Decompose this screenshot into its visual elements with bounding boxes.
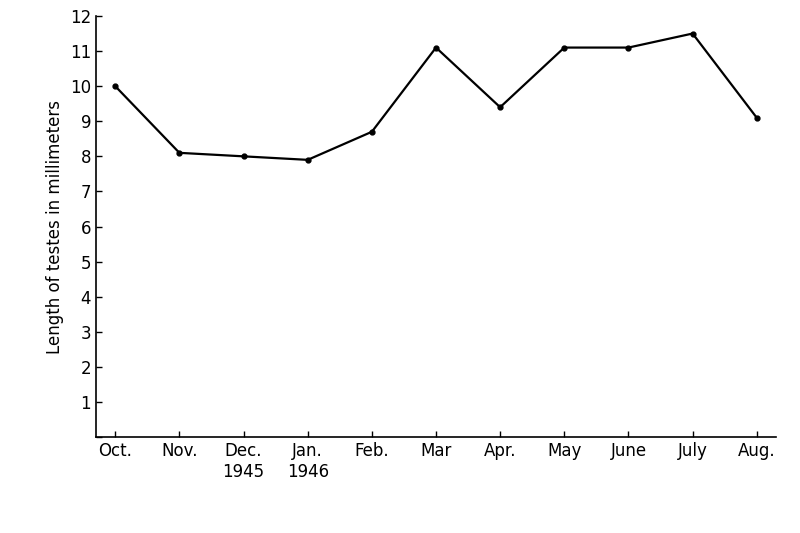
Y-axis label: Length of testes in millimeters: Length of testes in millimeters bbox=[46, 100, 64, 353]
